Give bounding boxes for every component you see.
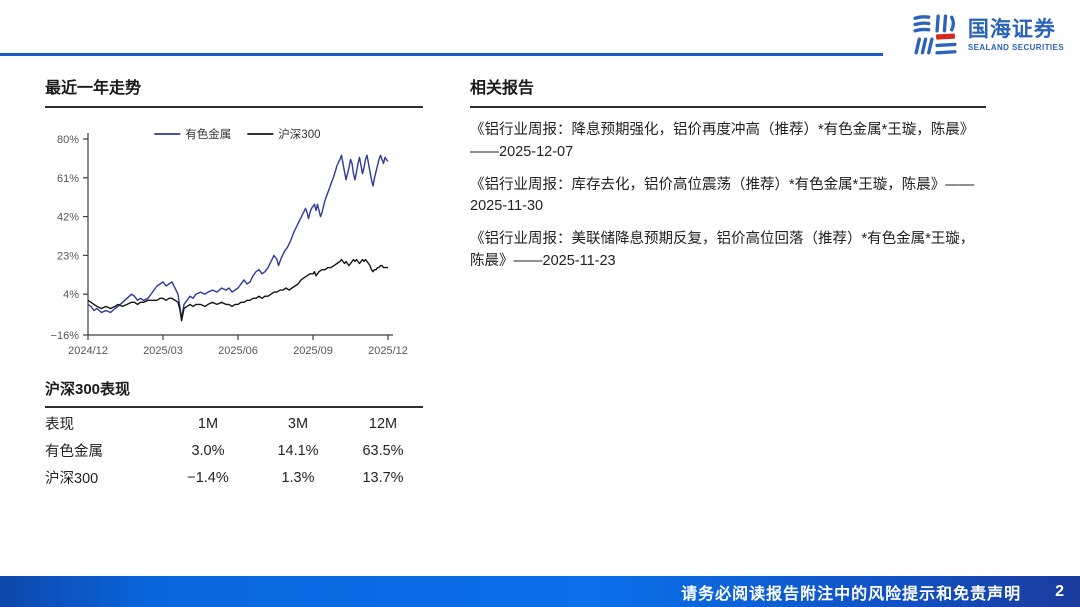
report-item: 《铝行业周报：美联储降息预期反复，铝价高位回落（推荐）*有色金属*王璇，陈晨》—…	[470, 231, 975, 269]
table-cell: 有色金属	[45, 444, 103, 460]
y-axis-label: 80%	[57, 134, 79, 146]
table-cell: 沪深300	[45, 471, 99, 487]
series-line-沪深300	[87, 258, 388, 322]
sealand-logo-icon	[913, 14, 957, 55]
performance-table-block: 沪深300表现 表现 1M 3M 12M 有色金属 3.0% 14.1% 63.5% 沪深300…	[45, 378, 423, 491]
footer-bar: 请务必阅读报告附注中的风险提示和免责声明 2	[0, 576, 1080, 607]
report-item: 《铝行业周报：库存去化，铝价高位震荡（推荐）*有色金属*王璇，陈晨》——2025…	[470, 176, 975, 215]
left-column: 最近一年走势 80% 61% 42% 23% 4% −16% 2024/12 2025/03 2…	[45, 74, 423, 491]
performance-table-title: 沪深300表现	[45, 378, 423, 408]
y-axis-label: 23%	[57, 250, 79, 262]
y-axis-label: 61%	[57, 173, 79, 185]
company-logo: 国海证券 SEALAND SECURITIES	[911, 13, 1064, 57]
performance-table: 表现 1M 3M 12M 有色金属 3.0% 14.1% 63.5% 沪深300 −1.4% 1.3…	[45, 410, 423, 491]
y-axis-label: 4%	[63, 289, 79, 301]
x-axis-label: 2025/09	[293, 345, 333, 357]
table-header-cell: 1M	[197, 415, 219, 432]
table-cell: −1.4%	[187, 469, 229, 486]
table-cell: 63.5%	[362, 442, 404, 459]
table-row: 沪深300 −1.4% 1.3% 13.7%	[45, 464, 423, 491]
table-cell: 14.1%	[277, 442, 319, 459]
x-axis-label: 2025/12	[368, 345, 408, 357]
table-cell: 3.0%	[191, 442, 225, 459]
trend-line-chart: 80% 61% 42% 23% 4% −16% 2024/12 2025/03 2025/06 2…	[51, 127, 408, 357]
table-header-cell: 3M	[287, 415, 309, 432]
table-cell: 1.3%	[281, 469, 315, 486]
series-line-有色金属	[87, 154, 389, 320]
table-header-cell: 表现	[45, 417, 74, 433]
table-row: 有色金属 3.0% 14.1% 63.5%	[45, 437, 423, 464]
legend-label-有色金属: 有色金属	[185, 127, 231, 141]
top-divider-rule	[0, 53, 883, 56]
table-header-cell: 12M	[368, 415, 398, 432]
x-axis-label: 2025/03	[143, 345, 183, 357]
logo-name-en: SEALAND SECURITIES	[967, 43, 1064, 53]
y-axis-label: −16%	[51, 330, 80, 342]
logo-text: 国海证券 SEALAND SECURITIES	[968, 18, 1064, 52]
report-item: 《铝行业周报：降息预期强化，铝价再度冲高（推荐）*有色金属*王璇，陈晨》——20…	[470, 122, 975, 160]
reports-section-title: 相关报告	[470, 74, 986, 108]
page-number: 2	[1055, 582, 1064, 600]
report-list: 《铝行业周报：降息预期强化，铝价再度冲高（推荐）*有色金属*王璇，陈晨》——20…	[470, 120, 986, 273]
table-header-row: 表现 1M 3M 12M	[45, 410, 423, 437]
footer-disclaimer: 请务必阅读报告附注中的风险提示和免责声明	[681, 585, 1022, 603]
trend-section-title: 最近一年走势	[45, 74, 423, 108]
logo-name-cn: 国海证券	[967, 17, 1056, 41]
y-axis-label: 42%	[57, 212, 79, 224]
x-axis-label: 2025/06	[218, 345, 258, 357]
legend-label-沪深300: 沪深300	[278, 127, 320, 141]
table-cell: 13.7%	[362, 469, 404, 486]
right-column: 相关报告 《铝行业周报：降息预期强化，铝价再度冲高（推荐）*有色金属*王璇，陈晨…	[470, 74, 986, 284]
x-axis-label: 2024/12	[68, 345, 108, 357]
